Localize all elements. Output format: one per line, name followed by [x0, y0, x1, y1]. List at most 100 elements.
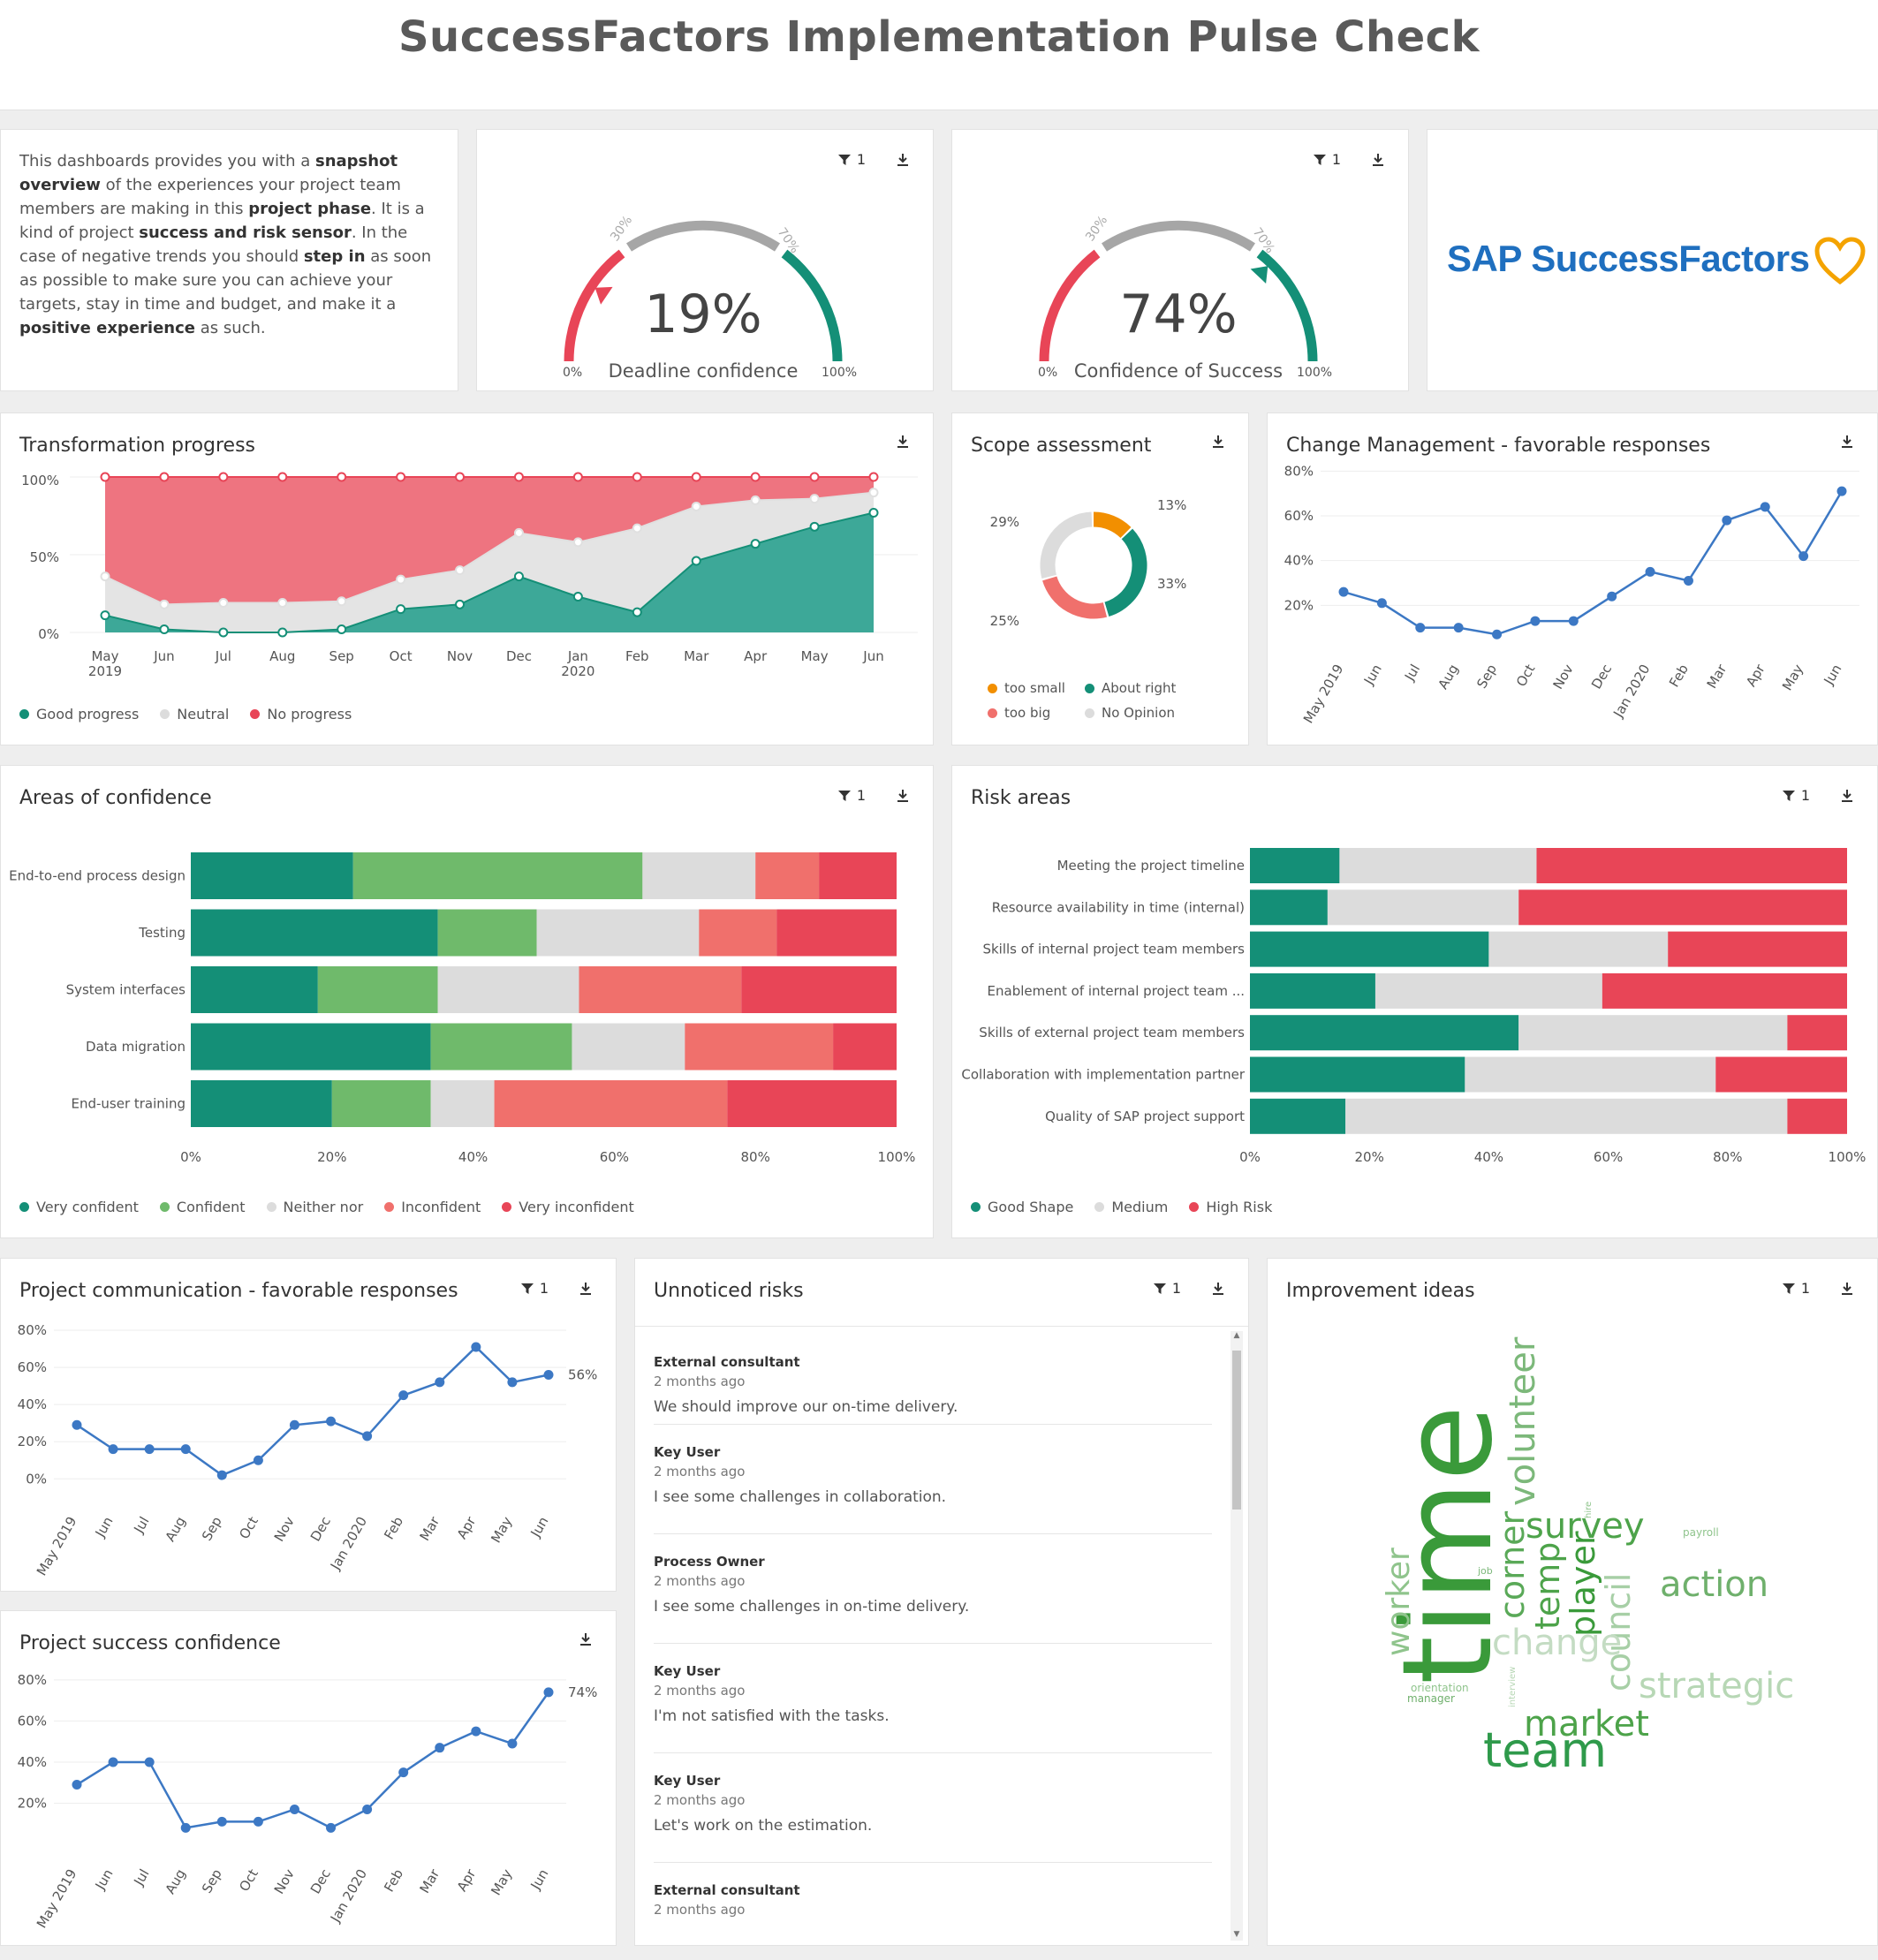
legend-item[interactable]: too small [988, 680, 1085, 696]
donut-slice [1042, 576, 1108, 619]
bar-segment [1518, 1015, 1788, 1051]
data-point [435, 1377, 445, 1388]
download-icon[interactable] [579, 1632, 593, 1646]
bar-segment [741, 966, 897, 1013]
legend-item[interactable]: Inconfident [384, 1199, 481, 1215]
x-tick-label: Jun [153, 648, 174, 664]
download-icon[interactable] [1211, 1282, 1225, 1296]
data-point [144, 1444, 155, 1455]
data-point [398, 1767, 409, 1778]
scrollbar[interactable]: ▲ ▼ [1231, 1331, 1243, 1941]
feed-item[interactable]: Key User 2 months ago I see some challenge… [654, 1425, 1212, 1534]
data-point [144, 1757, 155, 1767]
legend-item[interactable]: No Opinion [1085, 705, 1191, 721]
download-icon[interactable] [1211, 435, 1225, 449]
bar-segment [1374, 972, 1602, 1009]
download-icon[interactable] [1371, 153, 1385, 167]
sap-logo-text: SAP SuccessFactors [1447, 238, 1810, 279]
data-point [455, 599, 466, 609]
download-icon[interactable] [1840, 435, 1854, 449]
legend-item[interactable]: High Risk [1189, 1199, 1272, 1215]
download-icon[interactable] [579, 1282, 593, 1296]
legend-item[interactable]: No progress [250, 706, 352, 723]
data-point [1453, 623, 1464, 633]
legend-label: Medium [1111, 1199, 1169, 1215]
legend-item[interactable]: Neutral [160, 706, 229, 723]
download-icon[interactable] [896, 435, 910, 449]
project-communication-tile: Project communication - favorable respon… [0, 1258, 617, 1592]
y-tick-label: 40% [18, 1396, 47, 1412]
data-point [326, 1822, 337, 1833]
gauge-tick-30: 30% [608, 214, 635, 245]
chart-legend: Good progress Neutral No progress [19, 706, 352, 723]
legend-item[interactable]: Good progress [19, 706, 139, 723]
scrollbar-thumb[interactable] [1232, 1351, 1241, 1510]
feed-item[interactable]: Process Owner 2 months ago I see some chal… [654, 1534, 1212, 1644]
data-point [100, 610, 110, 621]
filter-button[interactable]: 1 [1782, 1280, 1810, 1297]
tile-tools: 1 [1313, 151, 1385, 168]
download-icon[interactable] [896, 789, 910, 803]
data-point [691, 556, 701, 566]
deadline-gauge-tile: 1 30% 70% 19% Deadline confidence 0% 100… [476, 129, 934, 391]
risk-bar-chart: 0% 20% 40% 60% 80% 100% Meeting the project ti… [961, 848, 1866, 1165]
feed-item[interactable]: External consultant 2 months ago [654, 1863, 1212, 1945]
feed-text: I see some challenges in on-time deliver… [654, 1598, 970, 1616]
feed-item[interactable]: External consultant 2 months ago We should… [654, 1335, 1212, 1425]
data-point [1722, 515, 1732, 526]
category-label: System interfaces [66, 982, 186, 998]
intro-part: This dashboards provides you with a [19, 152, 315, 170]
feed-text: I'm not satisfied with the tasks. [654, 1707, 890, 1725]
x-tick-label: 100% [878, 1149, 916, 1165]
bar-segment [1602, 972, 1847, 1009]
legend-item[interactable]: Very inconfident [502, 1199, 634, 1215]
filter-button[interactable]: 1 [837, 787, 866, 804]
divider [635, 1326, 1248, 1327]
legend-item[interactable]: Good Shape [971, 1199, 1073, 1215]
data-point [1415, 623, 1426, 633]
legend-item[interactable]: Neither nor [266, 1199, 363, 1215]
legend-item[interactable]: Medium [1094, 1199, 1168, 1215]
data-point [337, 624, 347, 634]
bar-segment [1668, 931, 1847, 967]
x-tick-label: May 2019 [34, 1866, 80, 1931]
filter-button[interactable]: 1 [1782, 787, 1810, 804]
data-point [471, 1342, 481, 1352]
x-tick-label: 80% [741, 1149, 770, 1165]
data-point [750, 539, 761, 549]
filter-button[interactable]: 1 [520, 1280, 549, 1297]
x-tick-label: Mar [684, 648, 709, 664]
legend-label: Very inconfident [519, 1199, 634, 1215]
filter-button[interactable]: 1 [837, 151, 866, 168]
category-label: Resource availability in time (internal) [992, 899, 1245, 915]
feed-item[interactable]: Key User 2 months ago Let's work on the es… [654, 1753, 1212, 1863]
feed-time: 2 months ago [654, 1902, 746, 1918]
data-point [1798, 551, 1809, 562]
x-tick-label: Nov [1550, 662, 1577, 692]
scroll-down-icon[interactable]: ▼ [1233, 1930, 1240, 1939]
series-line [1343, 490, 1844, 636]
bar-segment [1250, 972, 1375, 1009]
y-tick-label: 80% [1284, 463, 1314, 479]
download-icon[interactable] [896, 153, 910, 167]
data-point [435, 1743, 445, 1753]
bar-segment [833, 1023, 897, 1071]
y-tick-label: 0% [38, 626, 59, 642]
slice-label: 29% [990, 514, 1019, 530]
x-tick-label: Jul [215, 648, 231, 664]
legend-label: No progress [267, 706, 352, 723]
word-cloud-word: interview [1508, 1667, 1518, 1707]
data-point [277, 627, 288, 638]
x-tick-label: Oct [390, 648, 413, 664]
filter-button[interactable]: 1 [1153, 1280, 1181, 1297]
legend-item[interactable]: Very confident [19, 1199, 139, 1215]
legend-item[interactable]: Confident [159, 1199, 246, 1215]
filter-button[interactable]: 1 [1313, 151, 1341, 168]
legend-item[interactable]: too big [988, 705, 1085, 721]
legend-item[interactable]: About right [1085, 680, 1191, 696]
scroll-up-icon[interactable]: ▲ [1233, 1331, 1240, 1340]
x-tick-label: Mar [416, 1865, 443, 1896]
download-icon[interactable] [1840, 1282, 1854, 1296]
feed-item[interactable]: Key User 2 months ago I'm not satisfied wi… [654, 1644, 1212, 1753]
download-icon[interactable] [1840, 789, 1854, 803]
